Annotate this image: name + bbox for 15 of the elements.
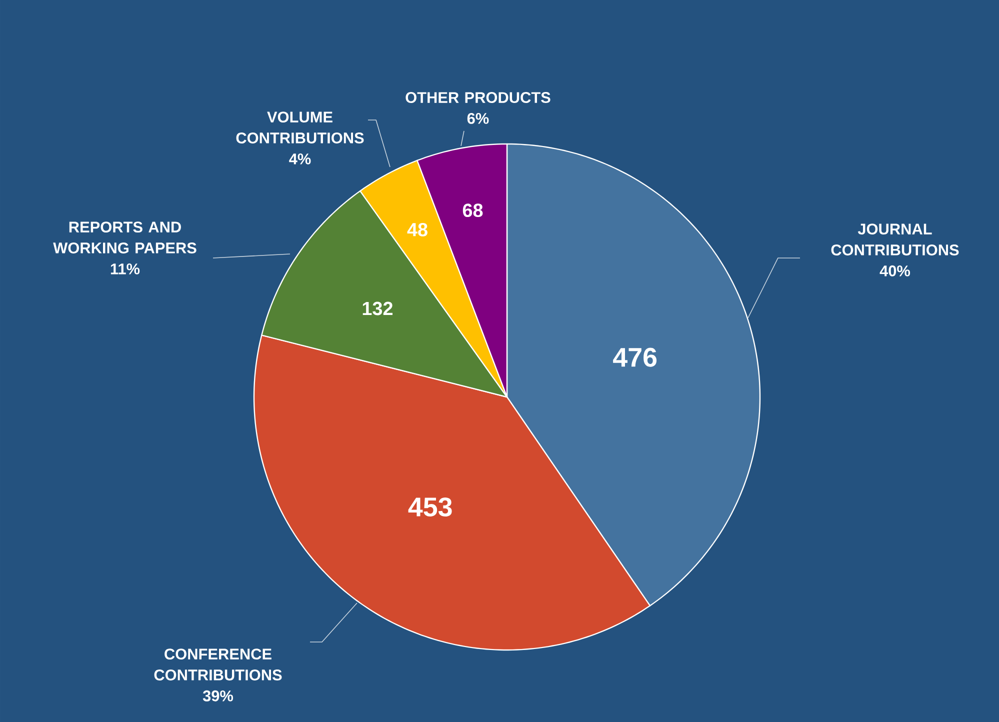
slice-label: REPORTS AND WORKING PAPERS [53, 222, 196, 254]
data-label: 68 [462, 204, 483, 218]
slice-label: CONFERENCE CONTRIBUTIONS [154, 648, 282, 680]
data-label: 132 [362, 302, 392, 316]
data-label: 453 [408, 497, 452, 517]
slice-label: OTHER PRODUCTS [406, 92, 550, 103]
slice-label: VOLUME CONTRIBUTIONS [236, 112, 364, 144]
text: 39% [202, 690, 234, 702]
text: 40% [880, 265, 910, 276]
slice-label: JOURNAL CONTRIBUTIONS [831, 224, 959, 256]
text: 4% [289, 153, 311, 164]
text: 11% [110, 264, 140, 274]
data-label: 476 [613, 348, 657, 367]
data-label: 48 [407, 222, 428, 236]
text: 6% [467, 112, 489, 124]
